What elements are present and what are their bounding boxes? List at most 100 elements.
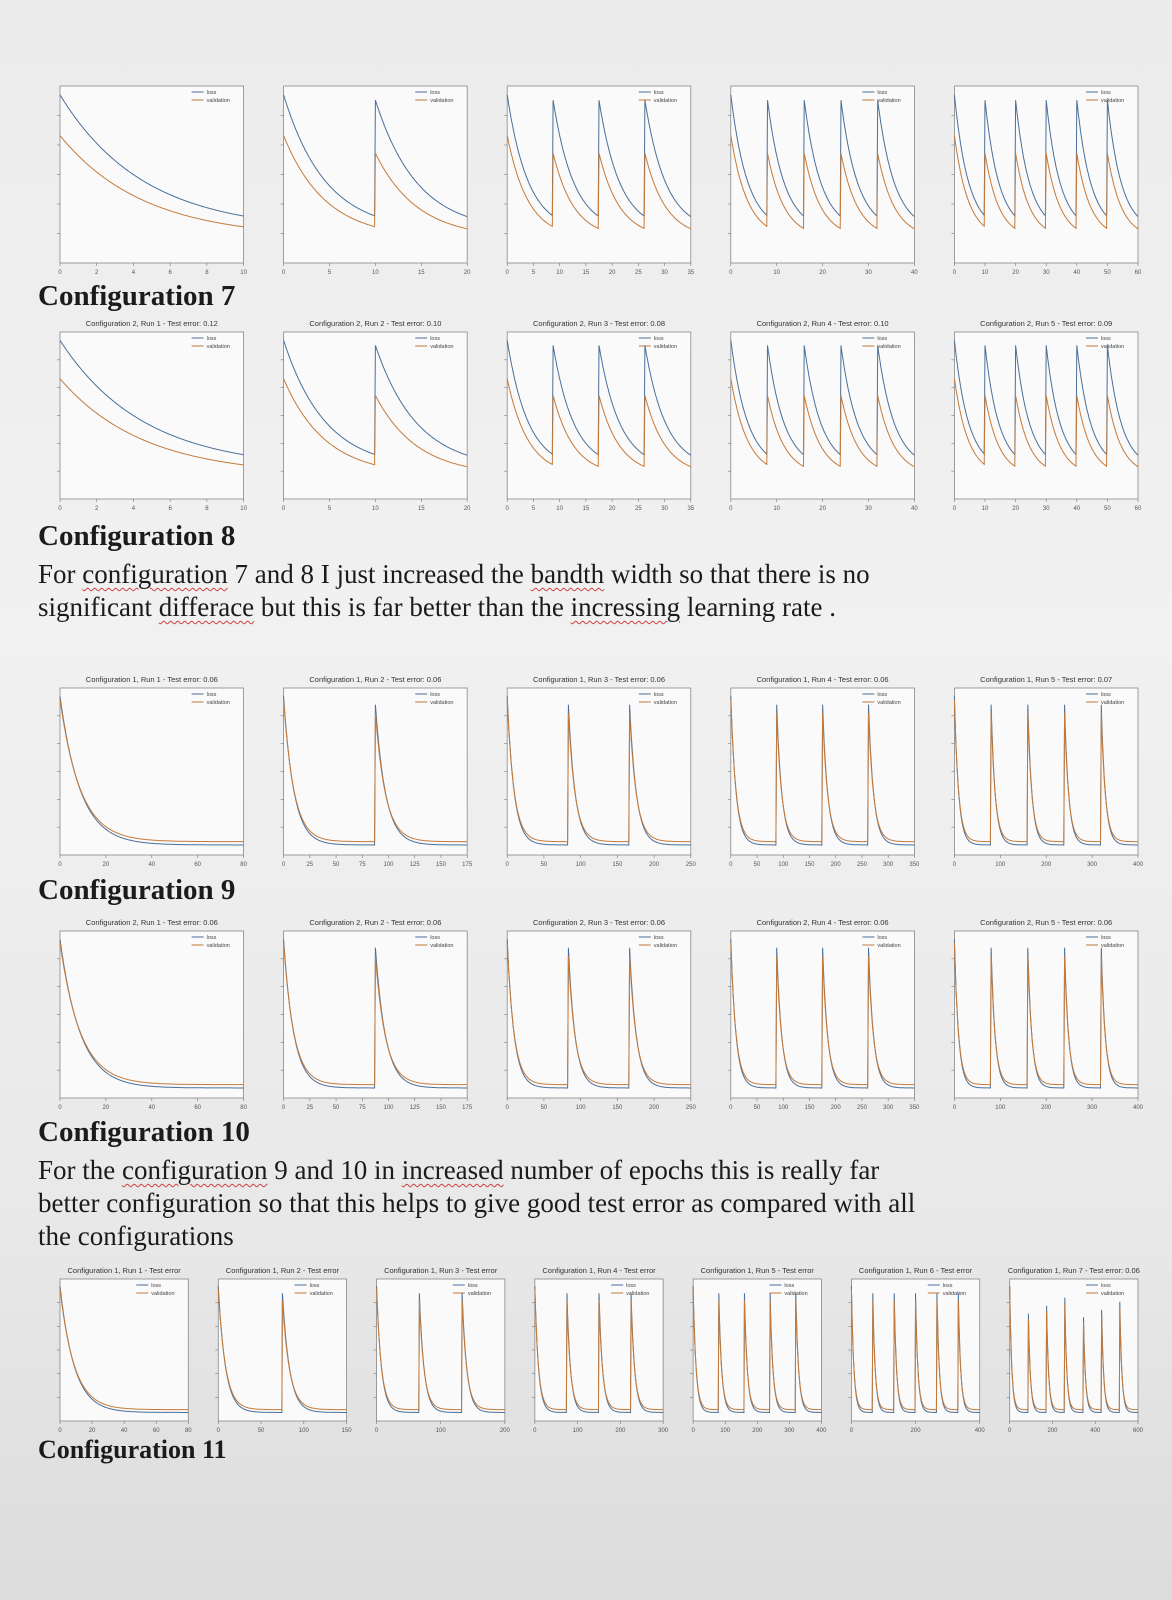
x-tick-label: 100 xyxy=(778,1105,789,1111)
validation-curve xyxy=(59,699,244,843)
x-tick-label: 0 xyxy=(506,270,510,276)
misspelled-word: configuration xyxy=(122,1155,268,1185)
x-tick-label: 20 xyxy=(464,506,471,512)
x-tick-label: 50 xyxy=(754,1105,761,1111)
legend-loss-label: loss xyxy=(1101,90,1111,96)
x-tick-label: 200 xyxy=(615,1428,626,1434)
x-tick-label: 15 xyxy=(583,270,590,276)
x-tick-label: 0 xyxy=(533,1428,537,1434)
legend-validation-label: validation xyxy=(654,700,677,706)
x-tick-label: 0 xyxy=(58,270,62,276)
x-tick-label: 20 xyxy=(819,270,826,276)
loss-curve xyxy=(506,94,692,218)
x-tick-label: 80 xyxy=(240,1105,247,1111)
x-tick-label: 40 xyxy=(911,506,918,512)
section-heading: Configuration 8 xyxy=(38,520,236,552)
x-tick-label: 0 xyxy=(58,1105,62,1111)
misspelled-word: differace xyxy=(158,592,255,622)
subplot: Configuration 2, Run 2 - Test error: 0.1… xyxy=(280,319,471,512)
subplot: Configuration 2, Run 2 - Test error: 0.0… xyxy=(280,918,473,1111)
chart-row-svg: Configuration 1, Run 1 - Test error loss v… xyxy=(57,1266,1144,1434)
x-tick-label: 20 xyxy=(89,1428,96,1434)
x-tick-label: 0 xyxy=(58,862,62,868)
x-tick-label: 250 xyxy=(686,862,697,868)
legend-loss-label: loss xyxy=(430,90,440,96)
legend-loss-label: loss xyxy=(207,90,217,96)
subplot: loss validation 0 10 20 30 40 50 60 xyxy=(951,85,1142,276)
x-tick-label: 200 xyxy=(649,1105,660,1111)
loss-curve xyxy=(534,1286,664,1413)
x-tick-label: 300 xyxy=(784,1428,795,1434)
loss-curve xyxy=(283,696,468,846)
x-tick-label: 15 xyxy=(583,506,590,512)
section-heading: Configuration 7 xyxy=(38,280,236,312)
plot-frame xyxy=(506,930,692,1099)
x-tick-label: 5 xyxy=(328,506,332,512)
validation-curve xyxy=(59,1288,189,1411)
x-tick-label: 30 xyxy=(661,270,668,276)
text-span: 7 and 8 I just increased the xyxy=(227,559,531,589)
subplot: Configuration 1, Run 2 - Test error loss v… xyxy=(215,1266,352,1434)
x-tick-label: 10 xyxy=(372,506,379,512)
misspelled-word: configuration xyxy=(82,559,228,589)
x-tick-label: 400 xyxy=(816,1428,827,1434)
loss-curve xyxy=(730,696,915,846)
subplot: loss validation 0 10 20 30 40 xyxy=(727,85,918,276)
subplot-title: Configuration 1, Run 6 - Test error xyxy=(859,1266,973,1275)
validation-curve xyxy=(59,942,244,1086)
validation-curve xyxy=(692,1288,822,1411)
validation-curve xyxy=(1009,1288,1139,1411)
validation-curve xyxy=(730,135,915,230)
x-tick-label: 0 xyxy=(729,1105,733,1111)
x-tick-label: 40 xyxy=(1073,270,1080,276)
paragraph-line: better configuration so that this helps … xyxy=(38,1187,1138,1220)
legend-validation-label: validation xyxy=(654,344,677,350)
subplot: Configuration 1, Run 3 - Test error: 0.0… xyxy=(504,675,696,868)
legend-loss-label: loss xyxy=(654,935,664,941)
validation-curve xyxy=(730,699,915,843)
validation-curve xyxy=(59,378,244,466)
x-tick-label: 100 xyxy=(778,862,789,868)
x-tick-label: 0 xyxy=(506,506,510,512)
x-tick-label: 10 xyxy=(982,506,989,512)
text-span: number of epochs this is really far xyxy=(503,1155,880,1185)
legend-loss-label: loss xyxy=(654,336,664,342)
x-tick-label: 400 xyxy=(1133,862,1144,868)
x-tick-label: 5 xyxy=(532,270,536,276)
x-tick-label: 15 xyxy=(418,506,425,512)
x-tick-label: 200 xyxy=(831,862,842,868)
x-tick-label: 300 xyxy=(1087,1105,1098,1111)
x-tick-label: 10 xyxy=(372,270,379,276)
subplot: Configuration 2, Run 1 - Test error: 0.0… xyxy=(57,918,248,1111)
x-tick-label: 350 xyxy=(909,1105,920,1111)
subplot: Configuration 1, Run 7 - Test error: 0.0… xyxy=(1006,1266,1144,1434)
subplot: loss validation 0 2 4 6 8 10 xyxy=(57,85,248,276)
legend-loss-label: loss xyxy=(877,692,887,698)
legend-validation-label: validation xyxy=(877,700,900,706)
x-tick-label: 20 xyxy=(1012,270,1019,276)
x-tick-label: 40 xyxy=(148,1105,155,1111)
x-tick-label: 300 xyxy=(883,1105,894,1111)
subplot-title: Configuration 2, Run 2 - Test error: 0.1… xyxy=(309,319,441,328)
loss-curve xyxy=(730,939,915,1089)
paragraph-line: For the configuration 9 and 10 in increa… xyxy=(38,1154,1138,1187)
x-tick-label: 600 xyxy=(1133,1428,1144,1434)
x-tick-label: 8 xyxy=(205,270,209,276)
x-tick-label: 20 xyxy=(609,506,616,512)
x-tick-label: 0 xyxy=(282,862,286,868)
x-tick-label: 100 xyxy=(573,1428,584,1434)
subplot-title: Configuration 2, Run 3 - Test error: 0.0… xyxy=(533,319,665,328)
x-tick-label: 300 xyxy=(883,862,894,868)
subplot-title: Configuration 1, Run 7 - Test error: 0.0… xyxy=(1008,1266,1140,1275)
legend-loss-label: loss xyxy=(877,935,887,941)
x-tick-label: 0 xyxy=(217,1428,221,1434)
section-heading: Configuration 10 xyxy=(38,1116,250,1148)
chart-row-configuration-9: Configuration 1, Run 1 - Test error: 0.0… xyxy=(38,672,1144,877)
legend-validation-label: validation xyxy=(877,98,900,104)
x-tick-label: 0 xyxy=(282,506,286,512)
x-tick-label: 200 xyxy=(1041,1105,1052,1111)
paragraph-line: For configuration 7 and 8 I just increas… xyxy=(38,558,1138,591)
x-tick-label: 0 xyxy=(729,270,733,276)
x-tick-label: 10 xyxy=(773,270,780,276)
legend-loss-label: loss xyxy=(654,692,664,698)
